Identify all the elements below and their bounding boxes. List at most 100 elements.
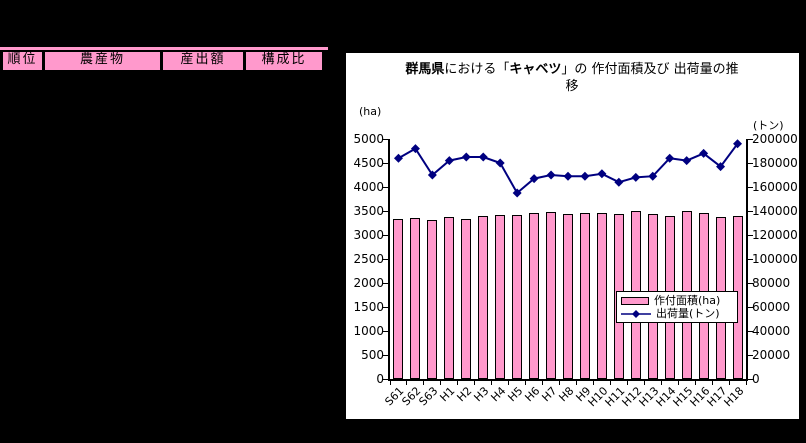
y-axis-tick-mark-left <box>383 234 388 236</box>
y-axis-tick-label-right: 40000 <box>752 324 791 338</box>
y-axis-tick-label-left: 3000 <box>353 228 384 242</box>
line-marker-H9 <box>580 171 590 181</box>
y-axis-tick-mark-right <box>748 162 753 164</box>
x-axis-tick-mark <box>508 381 510 385</box>
legend-item-label: 作付面積(ha) <box>654 293 721 307</box>
y-axis-tick-mark-right <box>748 354 753 356</box>
chart-title-segment: における「 <box>444 62 510 77</box>
y-axis-tick-mark-left <box>383 162 388 164</box>
x-axis-tick-mark <box>575 381 577 385</box>
x-axis-tick-mark <box>423 381 425 385</box>
y-axis-tick-mark-left <box>383 210 388 212</box>
shipment-line <box>398 143 739 195</box>
table-top-border <box>0 50 328 52</box>
chart-title-line2: 移 <box>565 79 579 94</box>
y-axis-tick-mark-right <box>748 330 753 332</box>
x-axis-tick-mark <box>491 381 493 385</box>
table-header-cell-4[interactable]: 構成比 <box>243 52 325 70</box>
y-axis-tick-mark-right <box>748 306 753 308</box>
table-header-cell-2[interactable]: 農産物 <box>42 52 160 70</box>
line-marker-H17 <box>716 162 726 172</box>
y-axis-tick-mark-left <box>383 186 388 188</box>
table-header-cell-3[interactable]: 産出額 <box>160 52 243 70</box>
x-axis-tick-mark <box>643 381 645 385</box>
x-axis-tick-mark <box>525 381 527 385</box>
x-axis-tick-mark <box>406 381 408 385</box>
line-marker-S63 <box>427 170 437 180</box>
legend-item-area: 作付面積(ha) <box>621 294 733 307</box>
table-header-cell-1[interactable]: 順位 <box>0 52 42 70</box>
y-axis-tick-label-left: 5000 <box>353 132 384 146</box>
bar-H2 <box>461 218 472 379</box>
chart-title-segment: 」の 作付面積及び 出荷量の推 <box>561 62 739 77</box>
chart-title-segment: 群馬県 <box>405 62 445 77</box>
bar-H4 <box>495 214 506 379</box>
y-axis-tick-label-right: 200000 <box>752 132 798 146</box>
y-axis-tick-label-right: 120000 <box>752 228 798 242</box>
line-marker-H16 <box>699 148 709 158</box>
legend: 作付面積(ha) 出荷量(トン) <box>616 291 738 323</box>
left-axis-unit-label: (ha) <box>359 105 382 118</box>
y-axis-tick-label-left: 1000 <box>353 324 384 338</box>
y-axis-tick-mark-right <box>748 186 753 188</box>
line-marker-H11 <box>614 177 624 187</box>
y-axis-tick-mark-left <box>383 378 388 380</box>
y-axis-tick-label-right: 160000 <box>752 180 798 194</box>
x-axis-tick-mark <box>694 381 696 385</box>
plot-area <box>383 138 753 385</box>
x-axis-tick-mark <box>711 381 713 385</box>
line-marker-H1 <box>444 156 454 166</box>
x-axis-tick-mark <box>745 381 747 385</box>
y-axis-tick-label-right: 0 <box>752 372 760 386</box>
x-axis-line <box>388 379 748 381</box>
line-marker-H18 <box>733 139 743 149</box>
bar-H6 <box>529 213 540 379</box>
y-axis-tick-label-left: 0 <box>376 372 384 386</box>
y-axis-tick-mark-left <box>383 306 388 308</box>
y-axis-tick-mark-right <box>748 282 753 284</box>
x-axis-tick-mark <box>474 381 476 385</box>
x-axis-tick-mark <box>542 381 544 385</box>
table-top-strip <box>0 47 328 50</box>
bar-S63 <box>427 219 438 379</box>
x-axis-tick-mark <box>626 381 628 385</box>
right-axis-unit-label: (トン) <box>753 119 784 132</box>
line-marker-H6 <box>529 174 539 184</box>
y-axis-tick-mark-right <box>748 378 753 380</box>
y-axis-tick-mark-right <box>748 210 753 212</box>
y-axis-tick-label-left: 3500 <box>353 204 384 218</box>
y-axis-tick-mark-right <box>748 138 753 140</box>
x-axis-tick-mark <box>609 381 611 385</box>
bar-H9 <box>579 212 590 379</box>
line-marker-H13 <box>648 171 658 181</box>
x-axis-tick-mark <box>592 381 594 385</box>
y-axis-tick-mark-left <box>383 138 388 140</box>
y-axis-tick-label-left: 4500 <box>353 156 384 170</box>
y-axis-tick-label-right: 180000 <box>752 156 798 170</box>
y-axis-tick-label-right: 20000 <box>752 348 791 362</box>
legend-line-swatch <box>621 309 651 318</box>
chart-title-segment: キャベツ <box>509 62 562 77</box>
y-axis-tick-label-left: 1500 <box>353 300 384 314</box>
y-axis-tick-mark-left <box>383 330 388 332</box>
spreadsheet-header-table: 順位 農産物 産出額 構成比 <box>0 47 328 72</box>
y-axis-tick-label-right: 80000 <box>752 276 791 290</box>
x-axis-tick-mark <box>660 381 662 385</box>
y-axis-tick-label-right: 140000 <box>752 204 798 218</box>
chart-area[interactable]: 群馬県における「キャベツ」の 作付面積及び 出荷量の推移 (ha) (トン) 作… <box>346 53 799 419</box>
y-axis-tick-label-left: 2000 <box>353 276 384 290</box>
line-marker-H15 <box>682 156 692 166</box>
line-marker-H12 <box>631 172 641 182</box>
bar-H10 <box>596 212 607 379</box>
table-header-row: 順位 農産物 産出額 構成比 <box>0 52 328 72</box>
shipment-line-series <box>393 139 743 198</box>
bar-H3 <box>478 216 489 379</box>
line-marker-H7 <box>546 170 556 180</box>
legend-bar-swatch <box>621 296 649 305</box>
x-axis-tick-mark <box>728 381 730 385</box>
legend-item-label: 出荷量(トン) <box>656 306 720 320</box>
x-axis-tick-mark <box>389 381 391 385</box>
y-axis-tick-mark-left <box>383 354 388 356</box>
line-marker-H4 <box>495 158 505 168</box>
